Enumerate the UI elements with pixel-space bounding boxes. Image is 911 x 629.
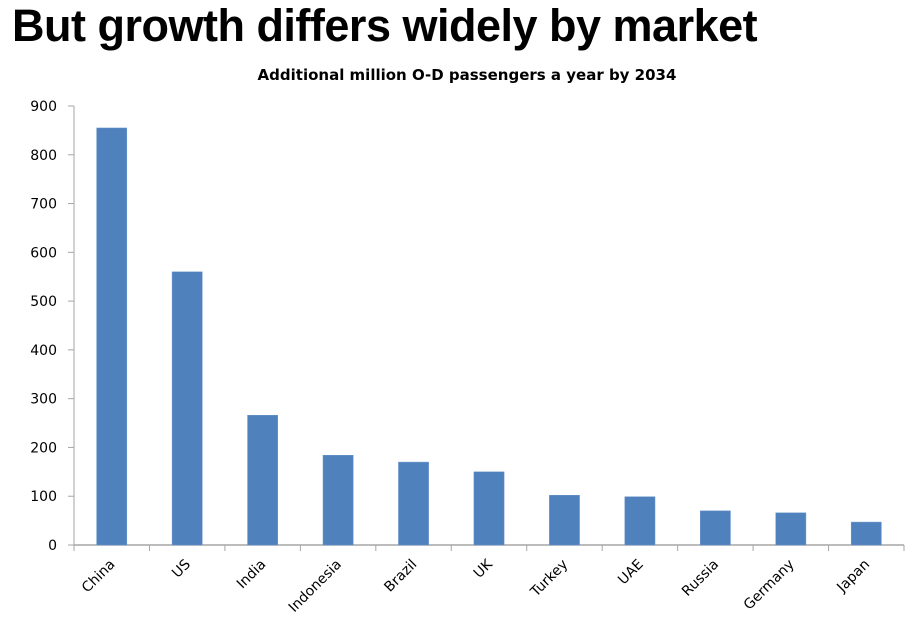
x-axis: China US India Indonesia Brazil UK Turkey UAE Ru… (73, 544, 905, 616)
x-category-label: Japan (833, 557, 873, 597)
bar-india (247, 415, 278, 546)
bars (96, 127, 882, 546)
y-tick-label: 700 (30, 197, 57, 213)
slide-heading: But growth differs widely by market (12, 0, 758, 51)
bar-germany (775, 512, 807, 546)
y-tick-label: 0 (48, 538, 57, 554)
y-tick-label: 200 (30, 440, 57, 456)
x-category-label: China (79, 557, 119, 597)
y-tick-label: 900 (30, 99, 57, 115)
x-category-label: UAE (615, 557, 647, 589)
x-category-label: US (169, 556, 194, 581)
y-tick-label: 100 (30, 489, 57, 505)
y-axis: 0 100 200 300 400 500 600 700 800 900 (30, 99, 75, 554)
bar-uk (473, 471, 505, 546)
bar-indonesia (322, 454, 354, 546)
y-tick-label: 300 (30, 392, 57, 408)
y-tick-label: 400 (30, 343, 57, 359)
chart-title: Additional million O-D passengers a year… (258, 66, 677, 84)
x-category-label: Turkey (527, 557, 571, 601)
y-tick-label: 800 (30, 148, 57, 164)
x-category-label: Germany (741, 557, 798, 614)
x-category-label: India (234, 557, 270, 593)
bar-turkey (549, 494, 580, 546)
bar-us (171, 271, 203, 546)
x-category-label: Russia (679, 557, 722, 600)
y-tick-label: 600 (30, 245, 57, 261)
bar-china (96, 127, 128, 546)
x-category-label: Indonesia (286, 557, 345, 616)
bar-brazil (398, 461, 429, 546)
bar-russia (700, 510, 731, 546)
y-tick-label: 500 (30, 294, 57, 310)
x-category-label: Brazil (381, 557, 420, 596)
bar-uae (624, 496, 656, 546)
x-category-label: UK (471, 556, 497, 582)
bar-japan (850, 521, 882, 546)
